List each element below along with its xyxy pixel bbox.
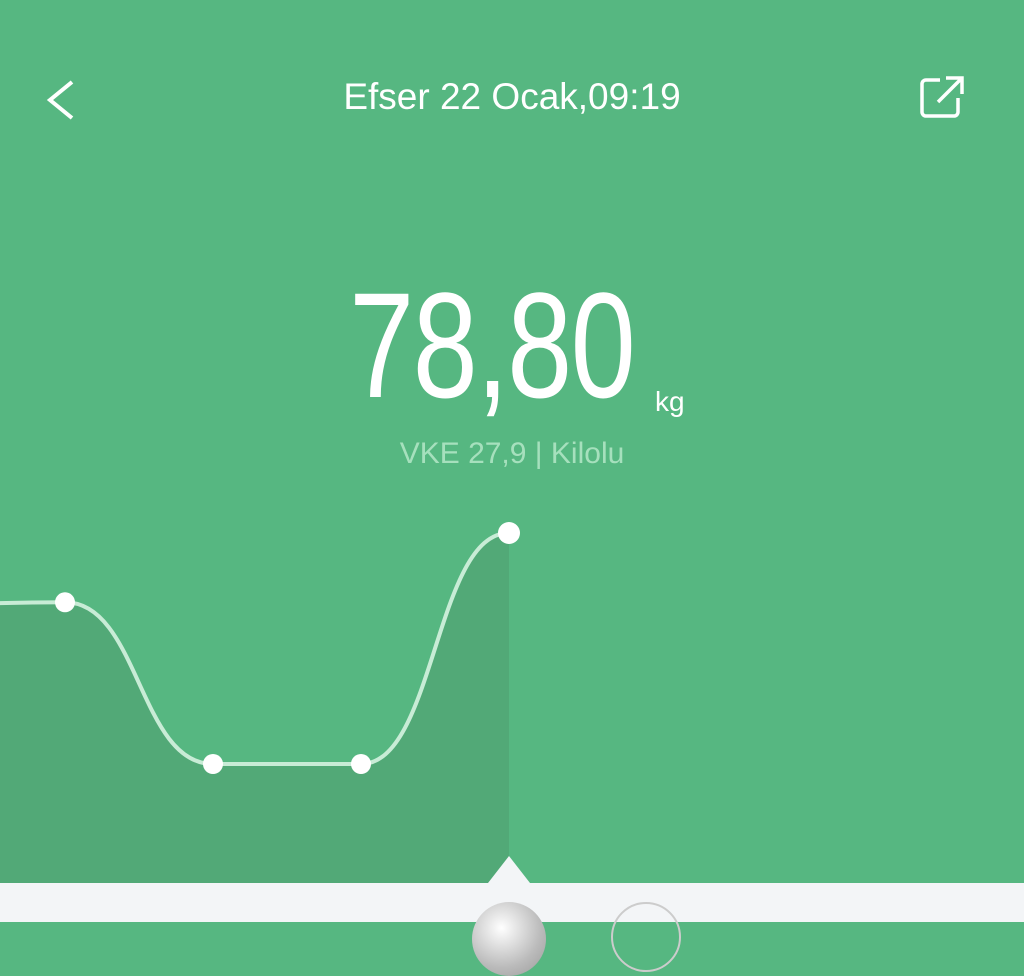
weight-unit: kg [655,386,685,417]
trend-point[interactable] [351,754,371,774]
chevron-left-icon [46,80,74,120]
trend-point[interactable] [203,754,223,774]
trend-area [0,533,509,883]
trend-point[interactable] [498,522,520,544]
bmi-status: VKE 27,9 | Kilolu [399,437,625,470]
user-avatar[interactable] [472,902,546,976]
header: Efser 22 Ocak,09:19 [0,0,1024,200]
trend-point[interactable] [55,592,75,613]
share-button[interactable] [918,74,966,122]
weight-trend-chart [0,522,530,883]
weight-display: 78,80 [0,270,1024,420]
page-title: Efser 22 Ocak,09:19 [343,76,681,117]
share-icon [920,76,964,118]
back-button[interactable] [40,74,84,124]
selected-pointer [488,856,530,883]
weight-value: 78,80 [349,261,637,429]
add-avatar-button[interactable] [611,902,681,972]
